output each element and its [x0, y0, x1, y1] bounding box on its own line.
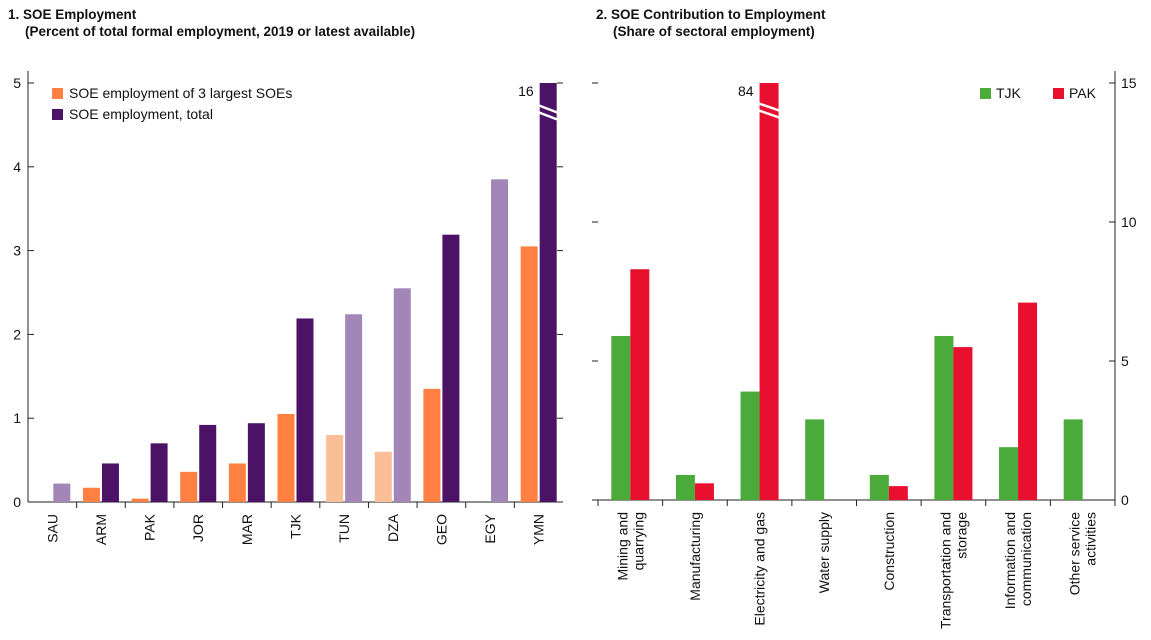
panel1-bar-largest3 [326, 434, 344, 502]
panel2-y-tick-label: 5 [1121, 353, 1129, 369]
panel1-x-tick-label: JOR [190, 514, 206, 542]
panel1-y-tick-label: 0 [13, 494, 21, 510]
panel1-legend-swatch-largest3 [52, 88, 63, 99]
panel1-y-tick-label: 3 [13, 243, 21, 259]
panel2-y-tick-label: 15 [1121, 75, 1137, 91]
panel2-break-label: 84 [738, 83, 754, 99]
panel2-x-tick-label: storage [953, 512, 969, 559]
panel1-title-block: 1. SOE Employment (Percent of total form… [8, 6, 415, 40]
panel2-bar-tjk [1063, 419, 1083, 500]
panel1-axis-break-mark [537, 110, 560, 122]
panel2-bar-tjk [740, 391, 760, 500]
panel1-bar-total [199, 424, 217, 502]
panel1-bar-total [539, 83, 557, 502]
panel2-bar-tjk [611, 335, 631, 500]
panel2-chart: 0 5 10 15 Mining and quarrying Manufacturing 84… [592, 71, 1137, 629]
panel2-legend-label-tjk: TJK [996, 85, 1022, 101]
panel2-bar-tjk [675, 474, 695, 500]
panel1-bar-total [491, 179, 509, 502]
panel1-bar-total [101, 463, 119, 502]
panel2-x-tick-label: Information and [1002, 512, 1018, 609]
panel2-title: 2. SOE Contribution to Employment [596, 7, 826, 22]
panel2-bar-tjk [869, 474, 889, 500]
panel1-y-tick-label: 4 [13, 159, 21, 175]
panel2-bar-tjk [805, 419, 825, 500]
panel1-y-tick-label: 2 [13, 326, 21, 342]
panel1-x-tick-label: YMN [531, 514, 547, 545]
panel2-axis-break-mark [757, 108, 781, 120]
panel2-axis-break-mark [757, 101, 781, 113]
panel1-subtitle: (Percent of total formal employment, 201… [25, 24, 416, 39]
panel1-title: 1. SOE Employment [8, 7, 137, 22]
panel2-bar-pak [630, 269, 650, 500]
panel1-bar-total [247, 423, 265, 502]
panel2-bar-pak [694, 483, 714, 500]
panel1-x-tick-label: GEO [433, 514, 449, 545]
panel2-bar-tjk [934, 335, 954, 500]
panel2-x-tick-label: communication [1018, 512, 1034, 606]
panel2-legend-swatch-tjk [980, 88, 991, 99]
panel2-y-tick-label: 0 [1121, 492, 1129, 508]
panel1-bar-largest3 [131, 498, 149, 502]
panel1-x-tick-label: MAR [239, 514, 255, 545]
panel1-bar-total [296, 318, 314, 502]
panel2-bar-pak [953, 347, 973, 500]
panel2-x-tick-label: activities [1083, 512, 1099, 566]
panel2-subtitle: (Share of sectoral employment) [613, 24, 815, 39]
panel1-x-tick-label: ARM [93, 514, 109, 545]
panel2-x-tick-label: Mining and [614, 512, 630, 581]
panel1-x-tick-label: DZA [385, 513, 401, 542]
panel2-x-tick-label: quarrying [630, 512, 646, 570]
panel2-title-block: 2. SOE Contribution to Employment (Share… [596, 6, 826, 40]
panel1-legend-swatch-total [52, 109, 63, 120]
panel1-x-tick-label: EGY [482, 513, 498, 543]
panel2-bar-pak [759, 83, 779, 500]
panel1-bar-total [150, 443, 168, 502]
panel1-break-label: 16 [518, 83, 534, 99]
panel1-bar-total [393, 288, 411, 502]
panel2-legend-swatch-pak [1053, 88, 1064, 99]
panel2-bar-tjk [999, 447, 1019, 500]
panel2-x-tick-label: Electricity and gas [752, 512, 768, 626]
panel2-x-tick-label: Manufacturing [687, 512, 703, 601]
panel2-legend-label-pak: PAK [1069, 85, 1097, 101]
panel1-chart: 0 1 2 3 4 5 SAU ARM PAK JOR MAR TJK TUN DZA GEO EGY 16 YM… [13, 71, 563, 545]
panel1-x-tick-label: SAU [44, 514, 60, 543]
panel1-legend-label-total: SOE employment, total [69, 106, 213, 122]
panel1-bar-largest3 [277, 414, 295, 502]
panel1-bar-largest3 [423, 388, 441, 502]
panel1-axis-break-mark [537, 103, 560, 115]
panel2-bar-pak [1018, 302, 1038, 500]
panel2-x-tick-label: Water supply [816, 512, 832, 593]
panel1-bar-largest3 [374, 451, 392, 502]
panel2-y-tick-label: 10 [1121, 214, 1137, 230]
panel1-bar-total [345, 314, 363, 502]
panel1-bar-largest3 [180, 471, 198, 502]
panel2-x-tick-label: Construction [881, 512, 897, 591]
panel1-bar-total [442, 234, 460, 503]
panel1-y-tick-label: 1 [13, 410, 21, 426]
panel1-x-tick-label: TJK [288, 513, 304, 539]
panel2-bar-pak [888, 486, 908, 500]
panel1-x-tick-label: PAK [142, 513, 158, 541]
panel2-x-tick-label: Other service [1067, 512, 1083, 595]
panel1-bar-largest3 [520, 246, 538, 502]
panel1-bar-total [53, 483, 71, 502]
panel1-bar-largest3 [82, 487, 100, 502]
panel1-bar-largest3 [228, 463, 246, 502]
panel1-legend-label-largest3: SOE employment of 3 largest SOEs [69, 85, 292, 101]
panel1-x-tick-label: TUN [336, 514, 352, 543]
panel2-x-tick-label: Transportation and [937, 512, 953, 629]
panel1-y-tick-label: 5 [13, 75, 21, 91]
